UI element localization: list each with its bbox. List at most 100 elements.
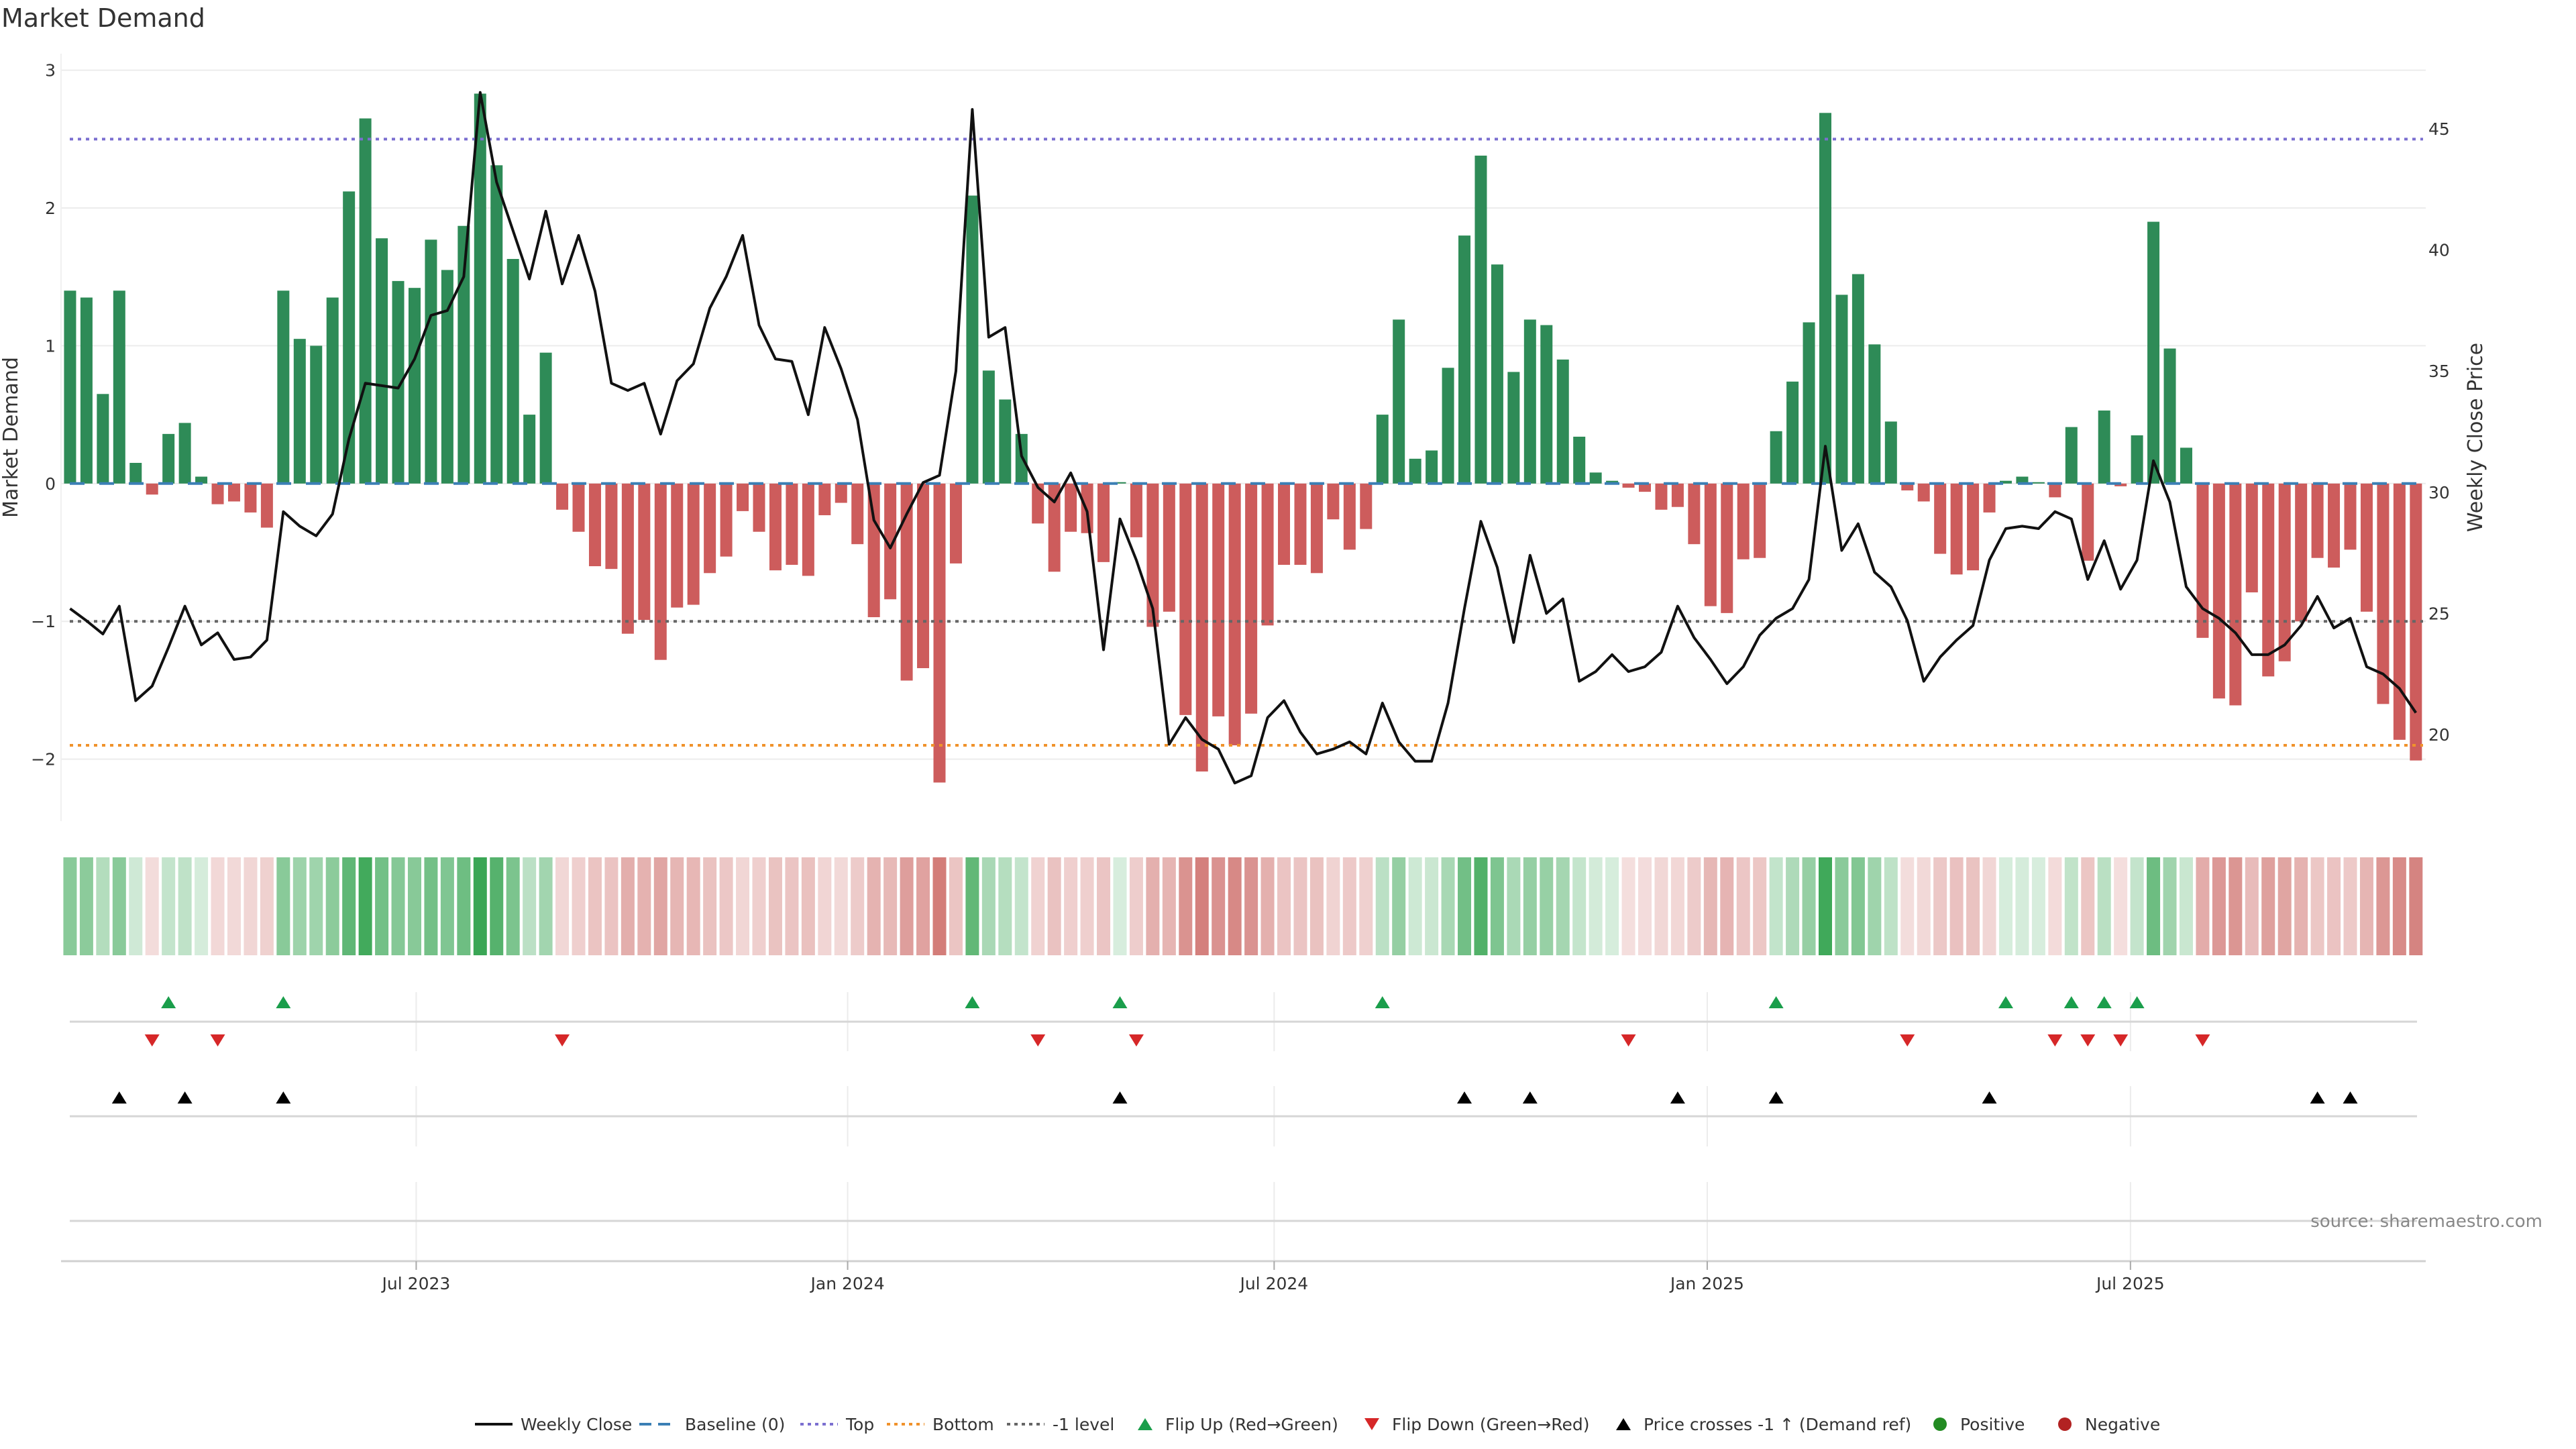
legend-label: Baseline (0) — [685, 1415, 785, 1434]
source-note: source: sharemaestro.com — [2310, 1212, 2542, 1232]
heat-cell — [1064, 857, 1078, 955]
heat-cell — [900, 857, 914, 955]
weekly-close-line — [69, 91, 2417, 785]
heat-cell — [1851, 857, 1865, 955]
heat-cell — [473, 857, 487, 955]
heat-cell — [1933, 857, 1947, 955]
heat-cell — [916, 857, 930, 955]
x-tick-label: Jan 2024 — [810, 1274, 885, 1293]
demand-bar — [1343, 483, 1356, 550]
heat-cell — [211, 857, 225, 955]
demand-bar — [474, 93, 486, 484]
flip-down-marker — [1621, 1034, 1636, 1046]
heat-cell — [244, 857, 258, 955]
demand-bar — [2082, 483, 2094, 561]
heat-cell — [572, 857, 586, 955]
demand-bar — [654, 483, 667, 660]
demand-bar — [1655, 483, 1668, 510]
demand-bar — [1901, 483, 1914, 491]
heat-cell — [178, 857, 192, 955]
heat-cell — [1786, 857, 1800, 955]
demand-bar — [2311, 483, 2324, 558]
heat-cell — [1277, 857, 1291, 955]
y2-tick-label: 45 — [2428, 119, 2450, 139]
heat-cell — [292, 857, 307, 955]
heat-cell — [588, 857, 602, 955]
price-cross-marker — [177, 1091, 193, 1104]
heat-cell — [1818, 857, 1832, 955]
reference-levels — [70, 138, 2423, 747]
demand-bar — [2410, 483, 2422, 761]
flip-up-marker — [1375, 996, 1390, 1008]
demand-bar — [1967, 483, 1980, 571]
legend-label: Top — [845, 1415, 874, 1434]
weekly-close-path — [69, 91, 2417, 785]
demand-bar — [2016, 476, 2029, 484]
price-cross-marker — [1457, 1091, 1472, 1104]
flip-up-marker — [1998, 996, 2013, 1008]
heat-cell — [1195, 857, 1209, 955]
heat-cell — [407, 857, 421, 955]
flip-up-marker — [276, 996, 291, 1008]
heat-cell — [932, 857, 947, 955]
heat-cell — [1917, 857, 1931, 955]
demand-bar — [999, 399, 1012, 484]
demand-bar — [1097, 483, 1110, 562]
y2-tick-label: 35 — [2428, 362, 2450, 381]
demand-bar — [786, 483, 798, 565]
legend-swatch-up-triangle — [1138, 1418, 1152, 1430]
demand-bar — [2065, 427, 2078, 484]
demand-bar — [737, 483, 749, 511]
y-tick-label: −1 — [31, 612, 56, 631]
heat-cell — [1097, 857, 1111, 955]
demand-bar — [1261, 483, 1274, 626]
heat-cell — [260, 857, 274, 955]
heat-cell — [1179, 857, 1193, 955]
demand-bar — [441, 270, 453, 484]
heat-cell — [2409, 857, 2423, 955]
demand-bar — [425, 239, 437, 484]
heat-cell — [145, 857, 159, 955]
y2-axis-label: Weekly Close Price — [2464, 343, 2487, 532]
demand-bar — [2196, 483, 2209, 638]
demand-bar — [2229, 483, 2242, 706]
legend-label: Positive — [1960, 1415, 2025, 1434]
demand-bar — [1065, 483, 1077, 532]
demand-bar — [113, 290, 125, 484]
legend-swatch-down-triangle — [1364, 1418, 1379, 1430]
heat-cell — [719, 857, 733, 955]
demand-bar — [769, 483, 782, 571]
demand-bar — [80, 297, 93, 484]
heat-cell — [2294, 857, 2308, 955]
demand-bar — [704, 483, 716, 574]
y2-tick-label: 20 — [2428, 725, 2450, 745]
demand-bar — [1294, 483, 1307, 565]
heat-cell — [2196, 857, 2210, 955]
demand-bar — [556, 483, 569, 510]
demand-bar — [1048, 483, 1061, 572]
demand-bar — [1212, 483, 1225, 716]
demand-bar — [1770, 431, 1782, 484]
heat-cell — [2229, 857, 2243, 955]
demand-bar — [1474, 155, 1487, 484]
heat-cell — [965, 857, 979, 955]
heat-cell — [276, 857, 290, 955]
heat-cell — [2343, 857, 2357, 955]
demand-bar — [1884, 421, 1897, 484]
heat-cell — [851, 857, 865, 955]
flip-down-marker — [210, 1034, 225, 1046]
demand-bar — [1671, 483, 1684, 507]
demand-bar — [523, 415, 536, 484]
demand-bar — [621, 483, 634, 634]
demand-bar — [2344, 483, 2357, 550]
heat-cell — [1589, 857, 1603, 955]
y2-tick-label: 40 — [2428, 241, 2450, 260]
demand-bar — [376, 238, 388, 484]
flip-down-marker — [2080, 1034, 2096, 1046]
demand-bar — [1245, 483, 1258, 714]
demand-bar — [1393, 319, 1405, 484]
flip-down-marker — [555, 1034, 570, 1046]
demand-bar — [1786, 381, 1799, 484]
heat-cell — [325, 857, 339, 955]
heat-cell — [2081, 857, 2095, 955]
